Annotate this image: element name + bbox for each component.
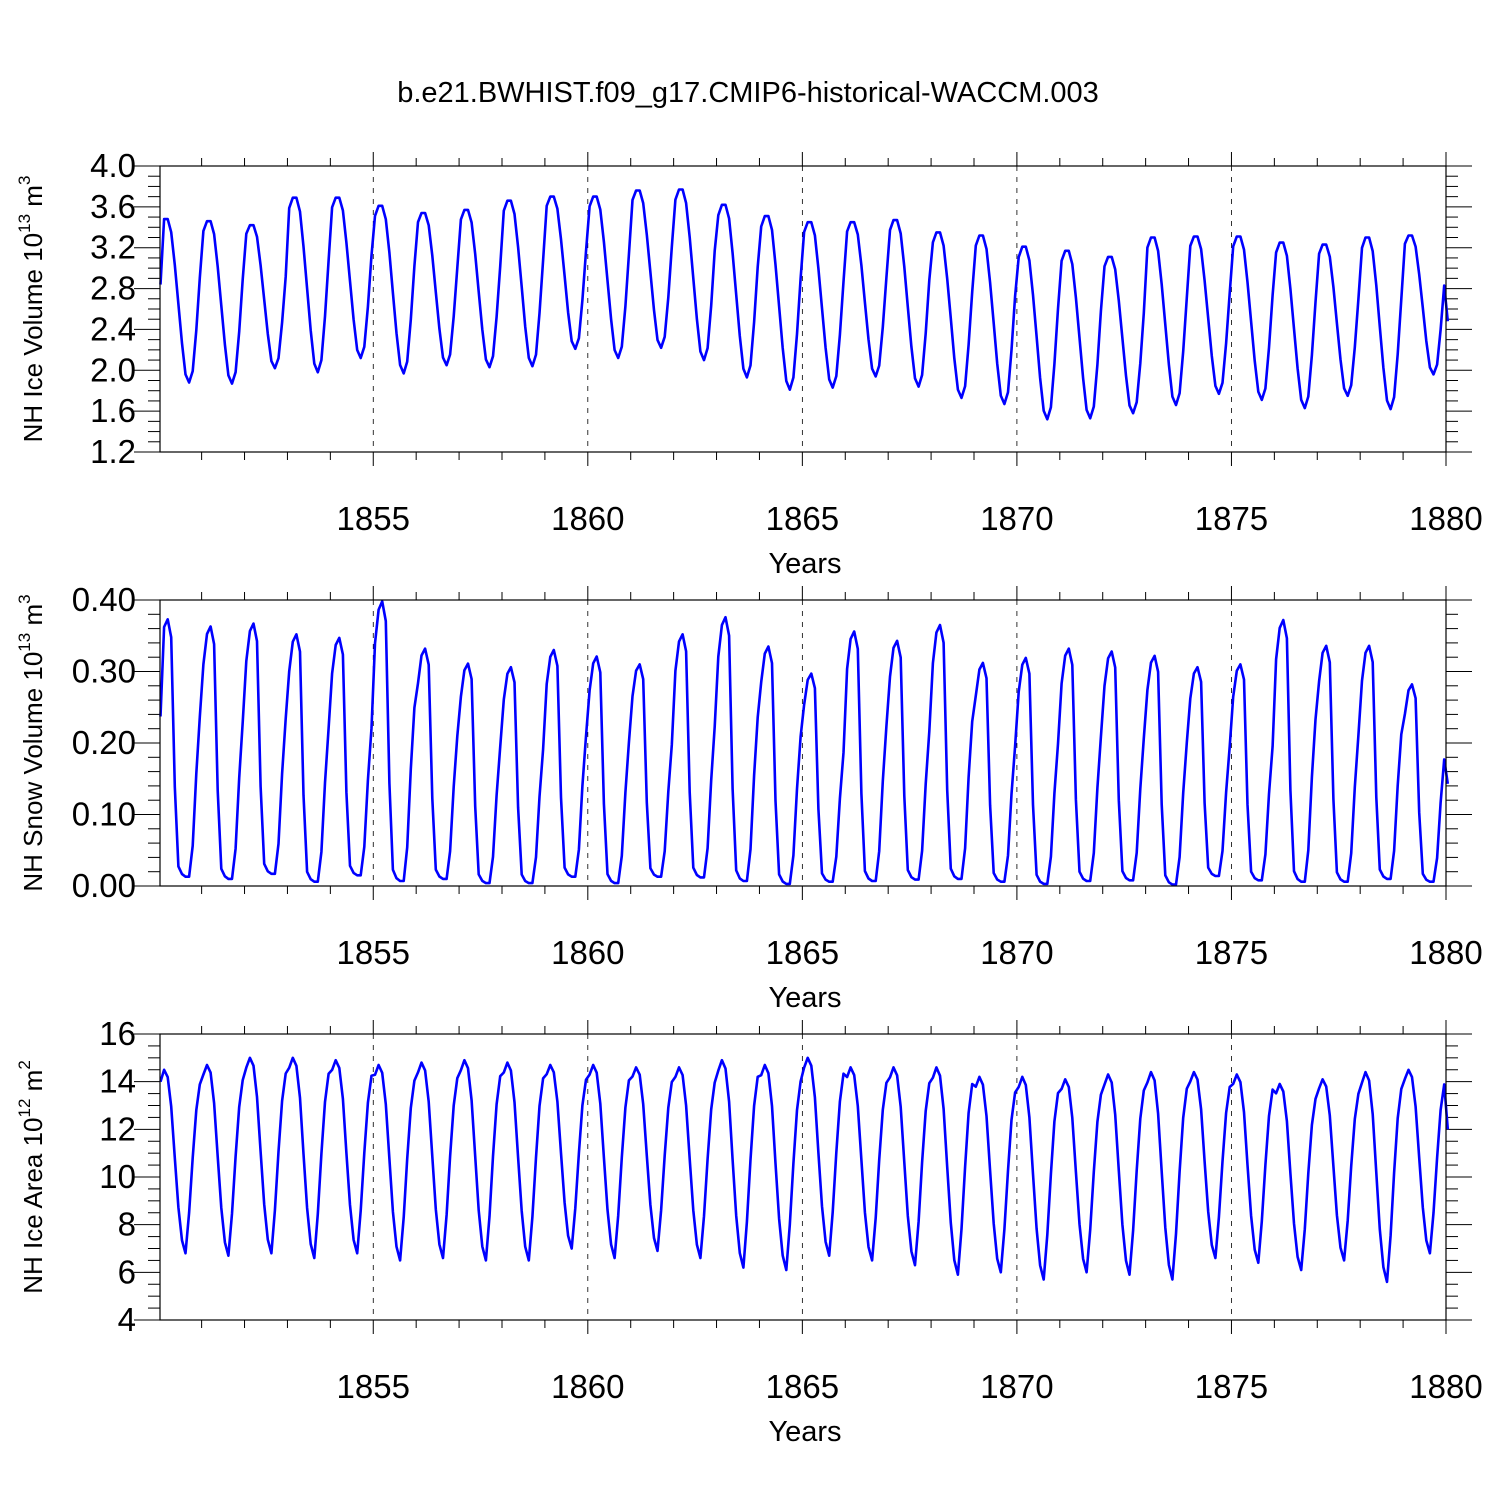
y-tick-label: 6 <box>118 1253 136 1290</box>
panels: 1.2 1.6 2.0 2.42.8 3.2 3.6 4.0 1855 1860 1865 1870… <box>15 147 1483 1448</box>
figure-title: b.e21.BWHIST.f09_g17.CMIP6-historical-WA… <box>397 77 1099 109</box>
y-tick-label: 4 <box>118 1301 136 1338</box>
x-tick-label: 1875 <box>1195 1368 1268 1405</box>
x-tick-label: 1855 <box>337 500 410 537</box>
panel-ice-area: 4 6 8 10 12 14 16 1855 1860 1865 1870 1875 1880 Years… <box>15 1015 1483 1448</box>
x-tick-label: 1875 <box>1195 934 1268 971</box>
x-tick-label: 1880 <box>1409 934 1482 971</box>
y-tick-label: 10 <box>99 1158 136 1195</box>
y-tick-label: 0.30 <box>72 653 136 690</box>
y-tick-label: 1.6 <box>90 392 136 429</box>
y-tick-label: 2.4 <box>90 310 136 347</box>
x-tick-label: 1860 <box>551 1368 624 1405</box>
plot-frame <box>159 165 1447 453</box>
y-axis-label: NH Ice Volume 1013 m3 <box>15 176 48 443</box>
x-tick-label: 1865 <box>766 934 839 971</box>
y-tick-label: 16 <box>99 1015 136 1052</box>
x-tick-label: 1865 <box>766 500 839 537</box>
series-line-snow-volume <box>159 600 1450 886</box>
y-tick-label: 8 <box>118 1206 136 1243</box>
x-tick-label: 1870 <box>980 500 1053 537</box>
x-tick-label: 1870 <box>980 1368 1053 1405</box>
y-tick-label: 0.00 <box>72 867 136 904</box>
x-tick-label: 1880 <box>1409 1368 1482 1405</box>
y-tick-label: 12 <box>99 1110 136 1147</box>
x-tick-label: 1860 <box>551 934 624 971</box>
x-tick-label: 1870 <box>980 934 1053 971</box>
plot-frame <box>159 599 1447 887</box>
series-line-ice-volume <box>159 188 1450 421</box>
panel-ice-volume: 1.2 1.6 2.0 2.42.8 3.2 3.6 4.0 1855 1860 1865 1870… <box>15 147 1483 580</box>
y-axis-label: NH Snow Volume 1013 m3 <box>15 594 48 891</box>
x-tick-label: 1880 <box>1409 500 1482 537</box>
y-tick-label: 3.2 <box>90 229 136 266</box>
y-tick-label: 3.6 <box>90 188 136 225</box>
y-tick-label: 4.0 <box>90 147 136 184</box>
x-axis-label: Years <box>768 982 841 1014</box>
x-tick-label: 1855 <box>337 1368 410 1405</box>
y-tick-label: 2.8 <box>90 270 136 307</box>
y-tick-label: 0.10 <box>72 796 136 833</box>
x-tick-label: 1855 <box>337 934 410 971</box>
x-tick-label: 1865 <box>766 1368 839 1405</box>
x-tick-label: 1875 <box>1195 500 1268 537</box>
y-tick-label: 1.2 <box>90 433 136 470</box>
plot-frame <box>159 1033 1447 1321</box>
y-tick-label: 0.40 <box>72 581 136 618</box>
x-axis-label: Years <box>768 548 841 580</box>
y-axis-label: NH Ice Area 1012 m2 <box>15 1060 48 1294</box>
y-tick-label: 14 <box>99 1063 136 1100</box>
panel-snow-volume: 0.00 0.10 0.20 0.30 0.40 1855 1860 1865 1870 1875… <box>15 581 1483 1014</box>
y-tick-label: 2.0 <box>90 351 136 388</box>
series-line-ice-area <box>159 1056 1450 1284</box>
y-tick-label: 0.20 <box>72 724 136 761</box>
x-axis-label: Years <box>768 1416 841 1448</box>
x-tick-label: 1860 <box>551 500 624 537</box>
